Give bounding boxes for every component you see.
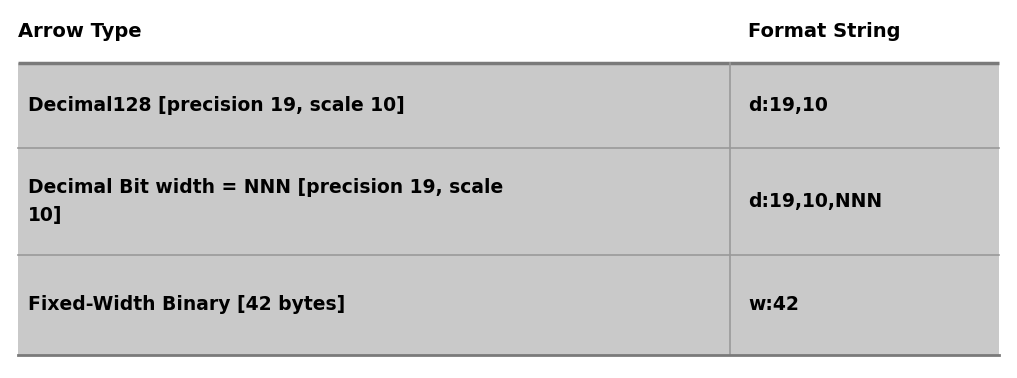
Text: Fixed-Width Binary [42 bytes]: Fixed-Width Binary [42 bytes] (28, 296, 345, 314)
Bar (18, 63, 999, 148)
Text: d:19,10: d:19,10 (747, 96, 828, 115)
Bar (18, 148, 999, 255)
Bar (18, 255, 999, 355)
Text: Format String: Format String (747, 22, 900, 41)
Text: Decimal128 [precision 19, scale 10]: Decimal128 [precision 19, scale 10] (28, 96, 405, 115)
Text: d:19,10,NNN: d:19,10,NNN (747, 192, 882, 211)
Text: Arrow Type: Arrow Type (18, 22, 141, 41)
Text: Decimal Bit width = NNN [precision 19, scale
10]: Decimal Bit width = NNN [precision 19, s… (28, 178, 503, 225)
Text: w:42: w:42 (747, 296, 799, 314)
